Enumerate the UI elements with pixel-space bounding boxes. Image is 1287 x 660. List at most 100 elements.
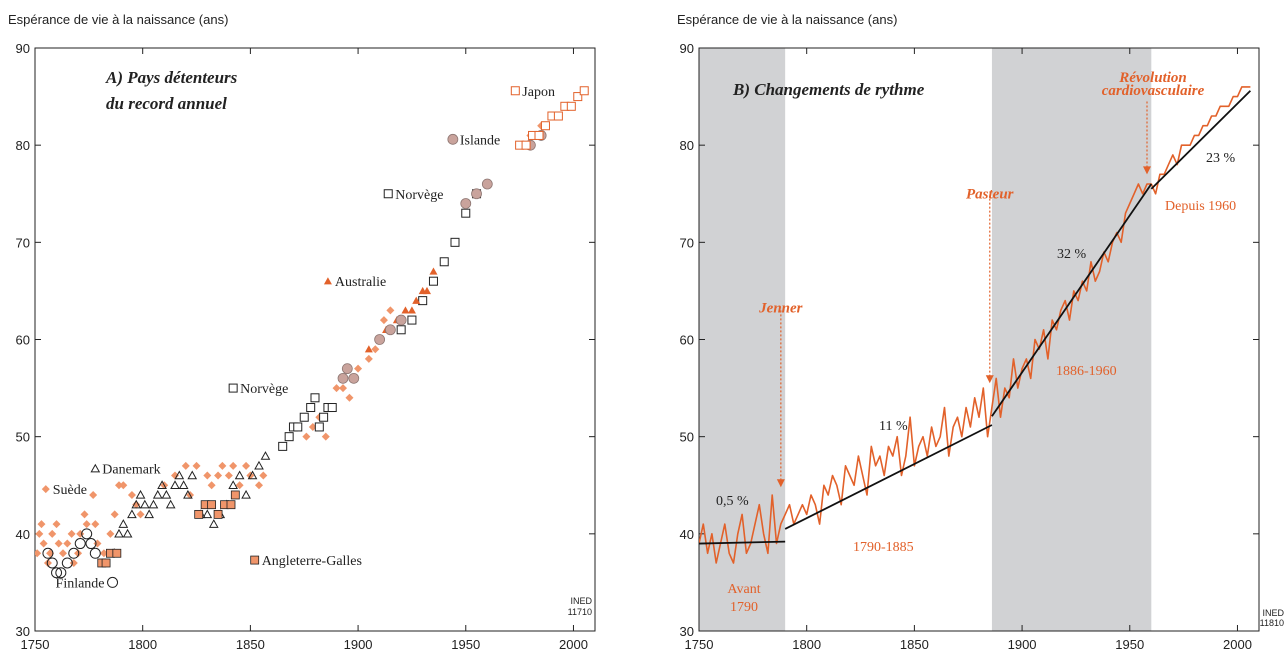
panel-b-shaded-periods [699,48,1152,631]
legend-marker-7 [447,133,459,145]
point-2-5 [68,547,80,559]
trend-label-2: 11 % [879,419,908,434]
point-7-3 [374,334,386,345]
point-8-4 [540,121,550,131]
panel-b-ytick-label-6: 90 [680,41,694,56]
point-3-7 [213,509,223,519]
panel-b-x-ticks: 1750 1800 1850 1900 1950 2000 [685,48,1252,652]
point-0-13 [74,549,83,558]
legend-label-8: Japon [522,85,555,100]
point-2-6 [74,538,86,550]
legend-label-2: Finlande [56,576,105,591]
panel-a-ytick-label-1: 40 [16,527,30,542]
point-4-7 [314,422,324,432]
point-4-1 [284,432,294,442]
point-4-5 [306,403,316,413]
point-0-48 [321,432,330,441]
point-1-16 [178,480,189,489]
trend-label-4: 23 % [1206,151,1236,166]
panel-b-ylabel: Espérance de vie à la naissance (ans) [677,12,897,27]
point-0-31 [181,461,190,470]
point-4-15 [439,257,449,267]
event-label-0: Jenner [758,300,803,316]
point-6-5 [401,306,410,314]
trend-label-3: 32 % [1057,247,1087,262]
point-0-28 [136,510,145,519]
shaded-period-1 [991,48,1152,631]
point-1-20 [202,509,213,519]
event-label-1: Pasteur [966,187,1014,203]
panel-a-xtick-label-3: 1900 [344,637,373,652]
point-0-3 [39,539,48,548]
point-0-50 [332,384,341,393]
shaded-period-0 [699,48,786,631]
event-arrowhead-2 [1143,166,1151,175]
point-0-40 [235,481,244,490]
panel-b-ytick-label-2: 50 [680,430,694,445]
event-label-2-1: cardiovasculaire [1102,83,1205,99]
point-0-52 [345,393,354,402]
point-3-4 [194,509,204,519]
legend-marker-3 [250,555,260,565]
panel-b-ytick-label-1: 40 [680,527,694,542]
point-4-8 [319,412,329,422]
panel-b-xtick-label-2: 1850 [900,637,929,652]
point-0-55 [371,345,380,354]
legend-label-1: Danemark [102,463,160,478]
point-6-0 [364,345,373,353]
panel-a-credit-1: INED [570,596,592,606]
point-0-8 [54,539,63,548]
panel-a-ytick-label-6: 90 [16,41,30,56]
point-1-2 [118,519,129,528]
legend-label-5: Norvège [395,188,443,203]
point-4-3 [293,422,303,432]
point-0-9 [59,549,67,558]
point-3-9 [226,500,236,510]
point-0-26 [127,490,136,499]
panel-a: Espérance de vie à la naissance (ans) 30… [8,12,596,652]
point-1-26 [241,489,251,499]
point-6-6 [407,306,416,314]
point-7-4 [384,324,396,336]
point-2-2 [51,567,63,579]
point-1-4 [127,509,137,519]
point-6-9 [423,286,431,295]
point-1-11 [157,480,167,489]
legend-label-4: Norvège [240,382,288,397]
point-4-17 [461,208,471,218]
legend-marker-5 [383,189,393,199]
point-0-35 [207,481,216,490]
point-7-2 [348,372,360,384]
point-0-18 [91,520,100,529]
point-2-7 [81,528,93,540]
panel-b-credit-1: INED [1262,608,1284,618]
point-0-34 [203,471,212,480]
point-7-0 [337,372,349,384]
point-1-29 [260,451,271,460]
panel-a-ytick-label-5: 80 [16,138,30,153]
point-2-3 [55,567,67,579]
panel-b-xtick-label-1: 1800 [792,637,821,652]
point-0-37 [218,461,227,470]
point-0-2 [37,520,46,529]
point-1-27 [247,470,258,480]
point-1-28 [254,460,264,470]
trend-line-0 [699,540,786,545]
panel-b-credit-2: 11810 [1260,618,1284,628]
panel-b-ytick-label-3: 60 [680,333,694,348]
point-8-9 [573,92,583,102]
point-0-1 [35,529,44,538]
panel-a-labels: Suède Danemark Finlande Angleterre-Galles No… [41,85,555,591]
point-3-1 [101,558,111,568]
panel-b-xtick-label-0: 1750 [685,637,714,652]
point-1-10 [152,489,163,499]
point-1-15 [174,470,185,480]
legend-marker-8 [510,86,520,96]
point-0-16 [82,520,91,529]
panel-b-xtick-label-4: 1950 [1115,637,1144,652]
point-1-12 [161,489,172,499]
point-7-6 [460,198,472,209]
panel-b-xtick-label-3: 1900 [1008,637,1037,652]
point-1-3 [122,528,133,538]
